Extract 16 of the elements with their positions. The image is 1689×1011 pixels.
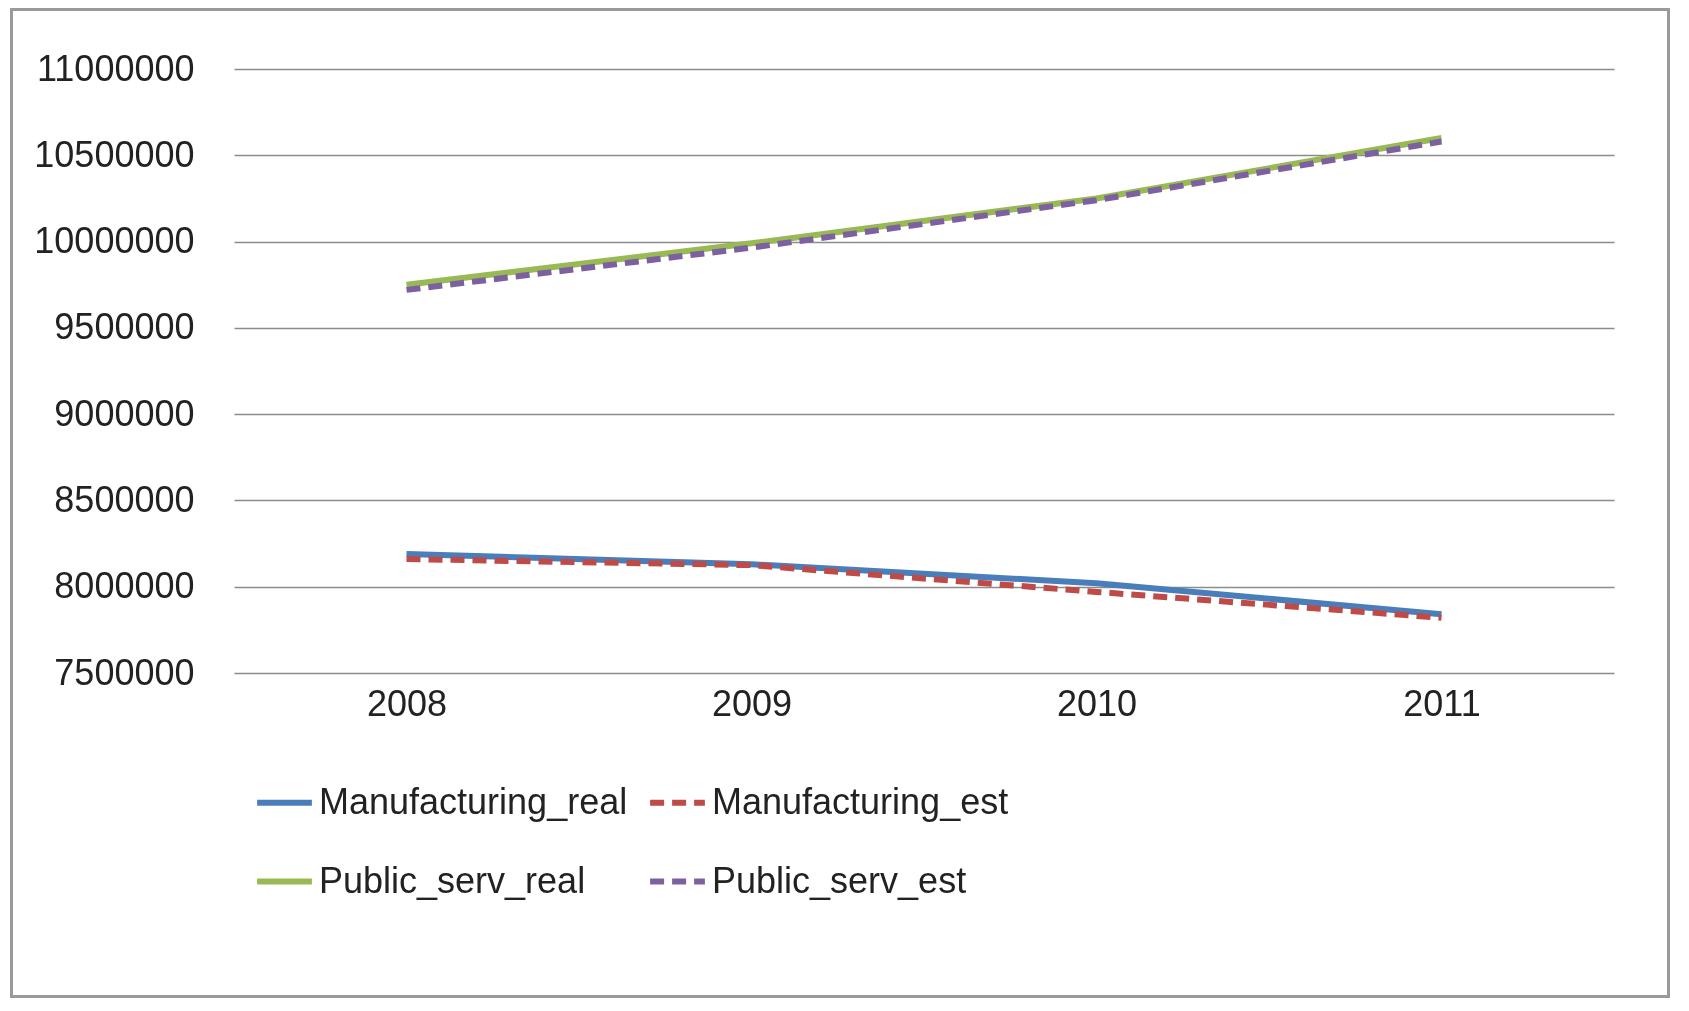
y-tick-label: 10500000 (34, 133, 195, 175)
legend-label: Public_serv_est (712, 859, 967, 901)
x-tick-label: 2010 (1056, 682, 1138, 724)
x-tick-label: 2011 (1403, 682, 1481, 724)
x-tick-label: 2009 (711, 682, 793, 724)
y-tick-label: 7500000 (54, 651, 195, 693)
y-tick-label: 9000000 (54, 392, 195, 434)
x-tick-label: 2008 (366, 682, 448, 724)
y-tick-label: 11000000 (37, 47, 195, 89)
legend-label: Manufacturing_real (319, 780, 628, 822)
legend-label: Manufacturing_est (712, 780, 1009, 822)
y-tick-label: 8500000 (54, 478, 195, 520)
legend-label: Public_serv_real (319, 859, 586, 901)
y-tick-label: 8000000 (54, 565, 195, 607)
y-tick-label: 10000000 (34, 220, 195, 262)
y-tick-label: 9500000 (54, 306, 195, 348)
